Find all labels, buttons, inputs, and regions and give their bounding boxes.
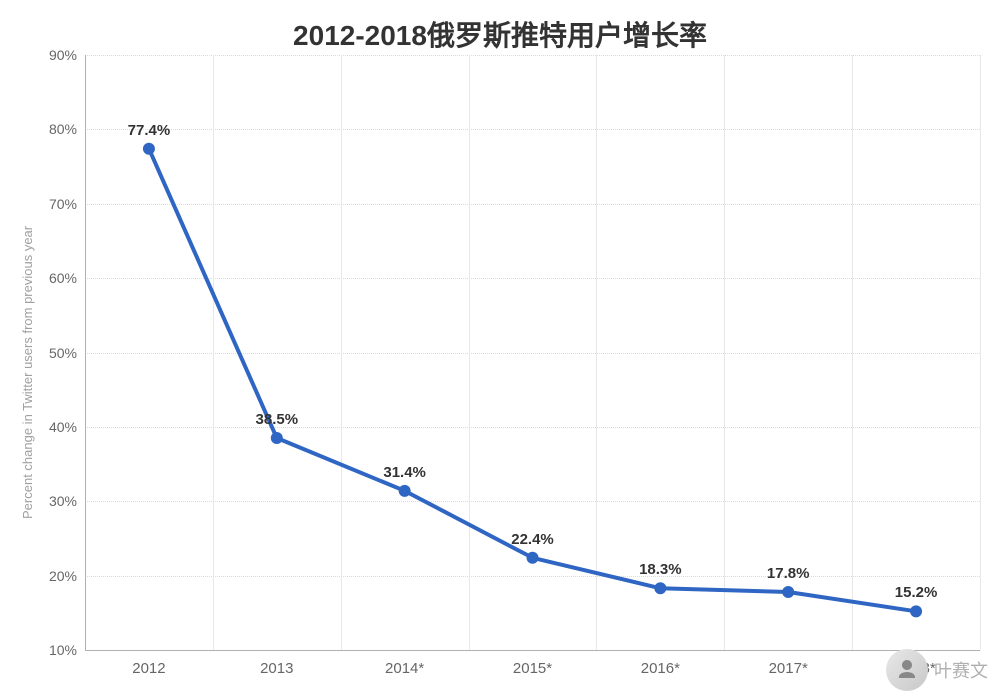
plot-area: 10%20%30%40%50%60%70%80%90%201220132014*…: [85, 55, 980, 650]
y-axis-title: Percent change in Twitter users from pre…: [20, 226, 35, 519]
data-label: 15.2%: [895, 584, 938, 611]
data-label: 38.5%: [256, 411, 299, 438]
watermark: 叶赛文: [886, 649, 988, 691]
data-label: 31.4%: [383, 464, 426, 491]
wechat-avatar-icon: [886, 649, 928, 691]
data-label: 77.4%: [128, 122, 171, 149]
line-series: [75, 45, 990, 660]
chart-container: 2012-2018俄罗斯推特用户增长率 Percent change in Tw…: [0, 0, 1000, 699]
data-label: 22.4%: [511, 531, 554, 558]
data-label: 17.8%: [767, 565, 810, 592]
data-label: 18.3%: [639, 561, 682, 588]
watermark-text: 叶赛文: [934, 657, 988, 683]
